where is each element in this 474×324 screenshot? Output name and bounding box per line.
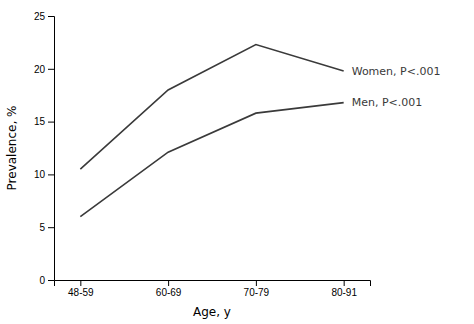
y-tick: 20 [34, 64, 54, 75]
y-tick: 0 [39, 275, 54, 286]
x-tick-mark [80, 280, 81, 286]
y-tick: 25 [34, 11, 54, 22]
lines [80, 45, 343, 217]
y-axis-line [48, 17, 55, 281]
y-tick-label: 25 [34, 11, 46, 22]
x-tick: 48-59 [68, 280, 94, 298]
x-tick-label: 60-69 [156, 287, 182, 298]
y-axis: 0 5 10 15 20 25 [34, 11, 55, 286]
x-tick: 80-91 [331, 280, 357, 298]
plot: 0 5 10 15 20 25 48-59 60-69 70-79 80-91 Women, P<.… [34, 11, 441, 298]
x-tick-mark [256, 280, 257, 286]
y-tick-mark [48, 174, 54, 175]
chart: 0 5 10 15 20 25 48-59 60-69 70-79 80-91 Women, P<.… [0, 0, 474, 324]
y-tick-mark [48, 227, 54, 228]
y-tick-mark [48, 16, 54, 17]
x-tick: 60-69 [156, 280, 182, 298]
x-axis-line [55, 281, 371, 287]
y-tick-label: 0 [39, 275, 45, 286]
y-tick-mark [48, 122, 54, 123]
annotation: Women, P<.001 [352, 65, 441, 78]
y-tick-label: 10 [34, 169, 46, 180]
x-tick-label: 80-91 [331, 287, 357, 298]
x-tick-mark [168, 280, 169, 286]
x-tick-label: 48-59 [68, 287, 94, 298]
y-tick: 10 [34, 169, 54, 180]
x-axis: 48-59 60-69 70-79 80-91 [55, 280, 371, 298]
x-tick-mark [344, 280, 345, 286]
line [80, 103, 343, 217]
x-axis-title: Age, y [193, 305, 231, 319]
y-tick: 15 [34, 116, 54, 127]
y-axis-title: Prevalence, % [5, 106, 19, 191]
y-tick: 5 [39, 222, 54, 233]
y-tick-mark [48, 280, 54, 281]
annotation: Men, P<.001 [352, 96, 423, 109]
y-tick-mark [48, 69, 54, 70]
y-tick-label: 15 [34, 116, 46, 127]
x-tick-label: 70-79 [244, 287, 270, 298]
annotations: Women, P<.001 Men, P<.001 [352, 65, 441, 110]
y-tick-label: 20 [34, 64, 46, 75]
y-tick-label: 5 [39, 222, 45, 233]
x-tick: 70-79 [244, 280, 270, 298]
